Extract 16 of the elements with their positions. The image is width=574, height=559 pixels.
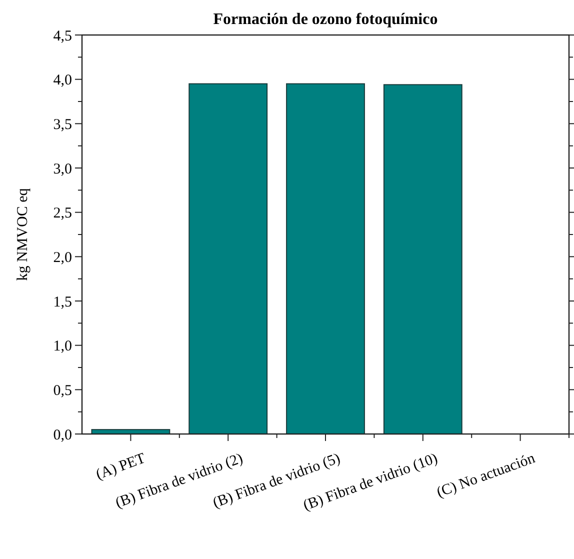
- bar: [188, 83, 268, 434]
- y-tick-label: 0,0: [53, 427, 72, 444]
- y-axis-title: kg NMVOC eq: [15, 188, 31, 281]
- chart-title: Formación de ozono fotoquímico: [213, 11, 438, 28]
- bar: [383, 84, 462, 434]
- y-tick-label: 4,0: [53, 72, 72, 89]
- x-tick-label: (A) PET: [94, 450, 148, 484]
- y-tick-label: 3,5: [53, 116, 72, 133]
- y-tick-label: 1,5: [53, 294, 72, 310]
- y-tick-label: 0,5: [53, 382, 72, 399]
- y-tick-label: 4,5: [53, 28, 72, 44]
- y-tick-label: 2,5: [53, 206, 72, 222]
- y-tick-label: 3,0: [53, 161, 72, 178]
- y-tick-label: 1,0: [53, 338, 72, 355]
- bar: [286, 83, 365, 434]
- y-tick-label: 2,0: [53, 250, 72, 266]
